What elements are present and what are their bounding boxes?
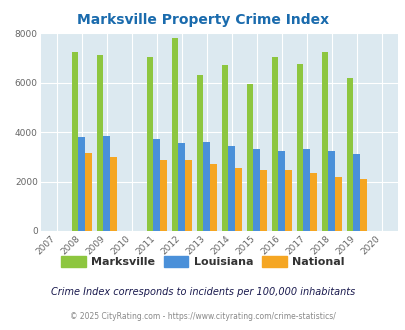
Bar — [196, 75, 203, 231]
Bar — [309, 173, 316, 231]
Bar — [160, 160, 166, 231]
Bar — [178, 143, 185, 231]
Bar — [359, 179, 366, 231]
Bar — [334, 177, 341, 231]
Bar — [203, 142, 210, 231]
Bar — [284, 170, 291, 231]
Bar — [85, 153, 92, 231]
Bar — [321, 51, 328, 231]
Bar — [171, 38, 178, 231]
Legend: Marksville, Louisiana, National: Marksville, Louisiana, National — [57, 251, 348, 271]
Bar — [228, 146, 234, 231]
Bar — [328, 150, 334, 231]
Text: Crime Index corresponds to incidents per 100,000 inhabitants: Crime Index corresponds to incidents per… — [51, 287, 354, 297]
Bar — [271, 56, 278, 231]
Bar — [352, 154, 359, 231]
Text: © 2025 CityRating.com - https://www.cityrating.com/crime-statistics/: © 2025 CityRating.com - https://www.city… — [70, 312, 335, 321]
Bar — [78, 137, 85, 231]
Text: Marksville Property Crime Index: Marksville Property Crime Index — [77, 13, 328, 27]
Bar — [278, 150, 284, 231]
Bar — [185, 160, 192, 231]
Bar — [103, 136, 110, 231]
Bar — [303, 149, 309, 231]
Bar — [346, 78, 352, 231]
Bar — [253, 149, 260, 231]
Bar — [210, 164, 216, 231]
Bar — [96, 55, 103, 231]
Bar — [260, 170, 266, 231]
Bar — [146, 56, 153, 231]
Bar — [234, 168, 241, 231]
Bar — [153, 139, 160, 231]
Bar — [72, 51, 78, 231]
Bar — [246, 84, 253, 231]
Bar — [110, 157, 117, 231]
Bar — [221, 65, 228, 231]
Bar — [296, 64, 303, 231]
